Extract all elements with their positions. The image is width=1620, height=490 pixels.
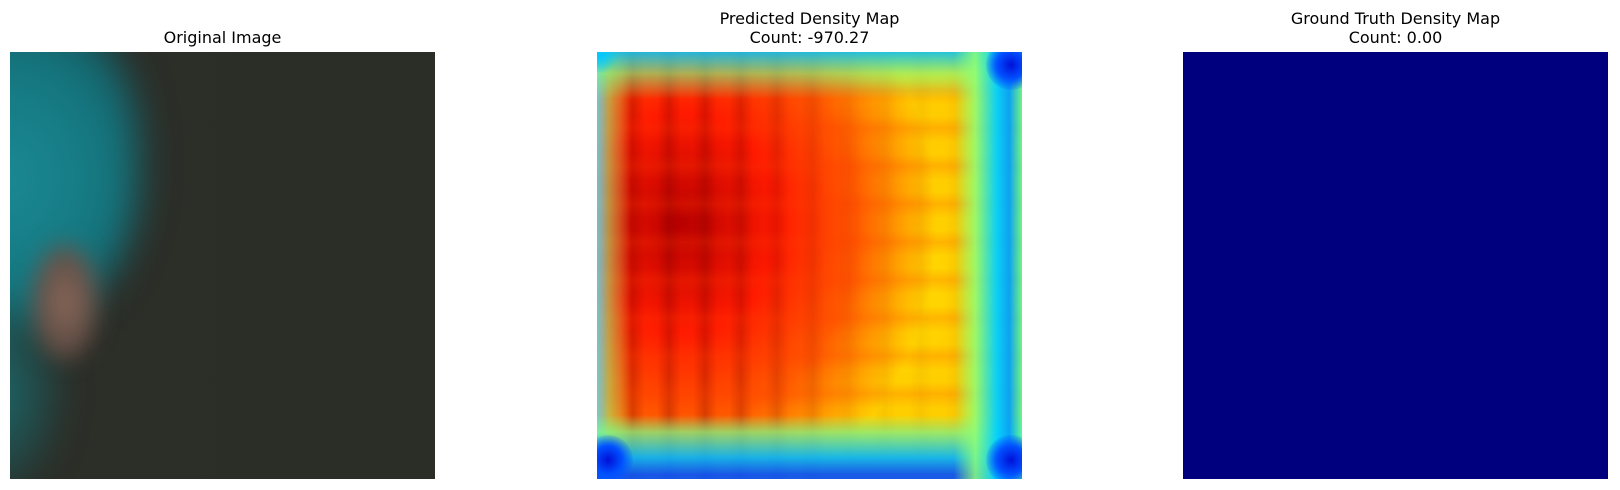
ground-truth-density-image <box>1183 52 1608 479</box>
original-image <box>10 52 435 479</box>
predicted-count-label: Count: -970.27 <box>749 28 870 47</box>
panel-title-ground-truth: Ground Truth Density Map <box>1290 9 1501 28</box>
dark-background-overlay <box>10 52 435 479</box>
panel-predicted-density-map: Predicted Density Map Count: -970.27 <box>597 0 1022 490</box>
panel-title-original: Original Image <box>163 28 282 47</box>
heatmap-corner-bottom-right <box>986 435 1022 479</box>
predicted-density-heatmap <box>597 52 1022 479</box>
panel-original-image: Original Image <box>10 0 435 490</box>
panel-ground-truth-density-map: Ground Truth Density Map Count: 0.00 <box>1183 0 1608 490</box>
heatmap-cyan-border <box>597 52 1022 479</box>
ground-truth-count-label: Count: 0.00 <box>1348 28 1443 47</box>
panel-title-predicted: Predicted Density Map <box>719 9 900 28</box>
